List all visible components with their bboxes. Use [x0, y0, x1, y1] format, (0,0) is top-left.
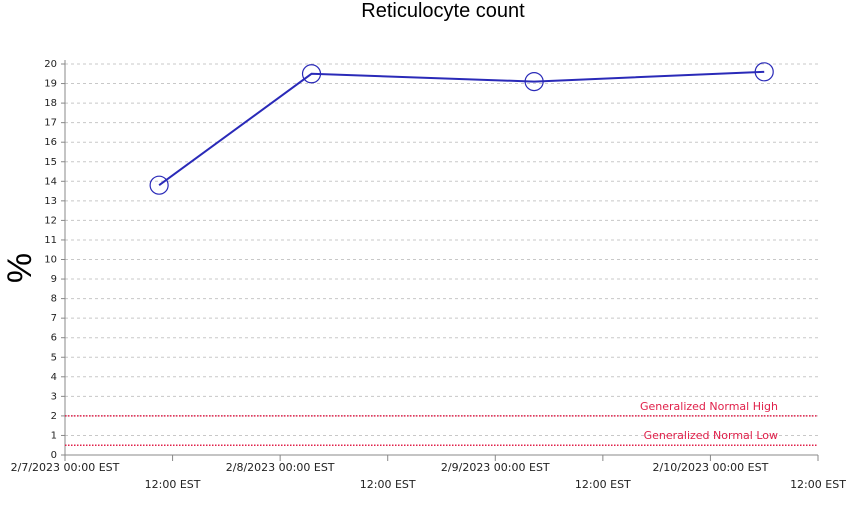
- data-point: [149, 175, 169, 195]
- y-tick-label: 6: [51, 333, 57, 344]
- y-tick-label: 5: [51, 352, 57, 363]
- y-tick-label: 0: [51, 450, 57, 461]
- y-tick-label: 19: [44, 79, 57, 90]
- x-tick-label: 2/9/2023 00:00 EST: [441, 461, 550, 474]
- y-tick-label: 11: [44, 235, 57, 246]
- y-tick-label: 3: [51, 391, 57, 402]
- data-point: [754, 62, 774, 82]
- y-tick-label: 20: [44, 59, 57, 70]
- y-tick-label: 4: [51, 372, 57, 383]
- reference-label: Generalized Normal Low: [644, 429, 778, 442]
- data-point: [301, 64, 322, 84]
- y-tick-label: 12: [44, 215, 57, 226]
- x-tick-label: 12:00 EST: [790, 478, 846, 491]
- chart-title: Reticulocyte count: [361, 0, 525, 22]
- x-tick-label: 2/10/2023 00:00 EST: [653, 461, 769, 474]
- x-tick-label: 12:00 EST: [360, 478, 416, 491]
- series-line: [158, 70, 765, 187]
- y-axis-label: %: [1, 253, 39, 283]
- x-tick-label: 12:00 EST: [575, 478, 631, 491]
- y-tick-label: 10: [44, 255, 57, 266]
- y-tick-label: 8: [51, 294, 57, 305]
- x-tick-label: 2/7/2023 00:00 EST: [11, 461, 120, 474]
- y-tick-label: 15: [44, 157, 57, 168]
- y-tick-label: 13: [44, 196, 57, 207]
- reference-label: Generalized Normal High: [640, 400, 778, 413]
- y-tick-label: 14: [44, 176, 57, 187]
- y-tick-label: 7: [51, 313, 57, 324]
- y-tick-label: 16: [44, 137, 57, 148]
- y-tick-label: 2: [51, 411, 57, 422]
- x-tick-label: 12:00 EST: [145, 478, 201, 491]
- y-tick-label: 18: [44, 98, 57, 109]
- y-tick-label: 1: [51, 430, 57, 441]
- y-tick-label: 17: [44, 118, 57, 129]
- data-point: [524, 71, 544, 92]
- y-tick-label: 9: [51, 274, 57, 285]
- x-tick-label: 2/8/2023 00:00 EST: [226, 461, 335, 474]
